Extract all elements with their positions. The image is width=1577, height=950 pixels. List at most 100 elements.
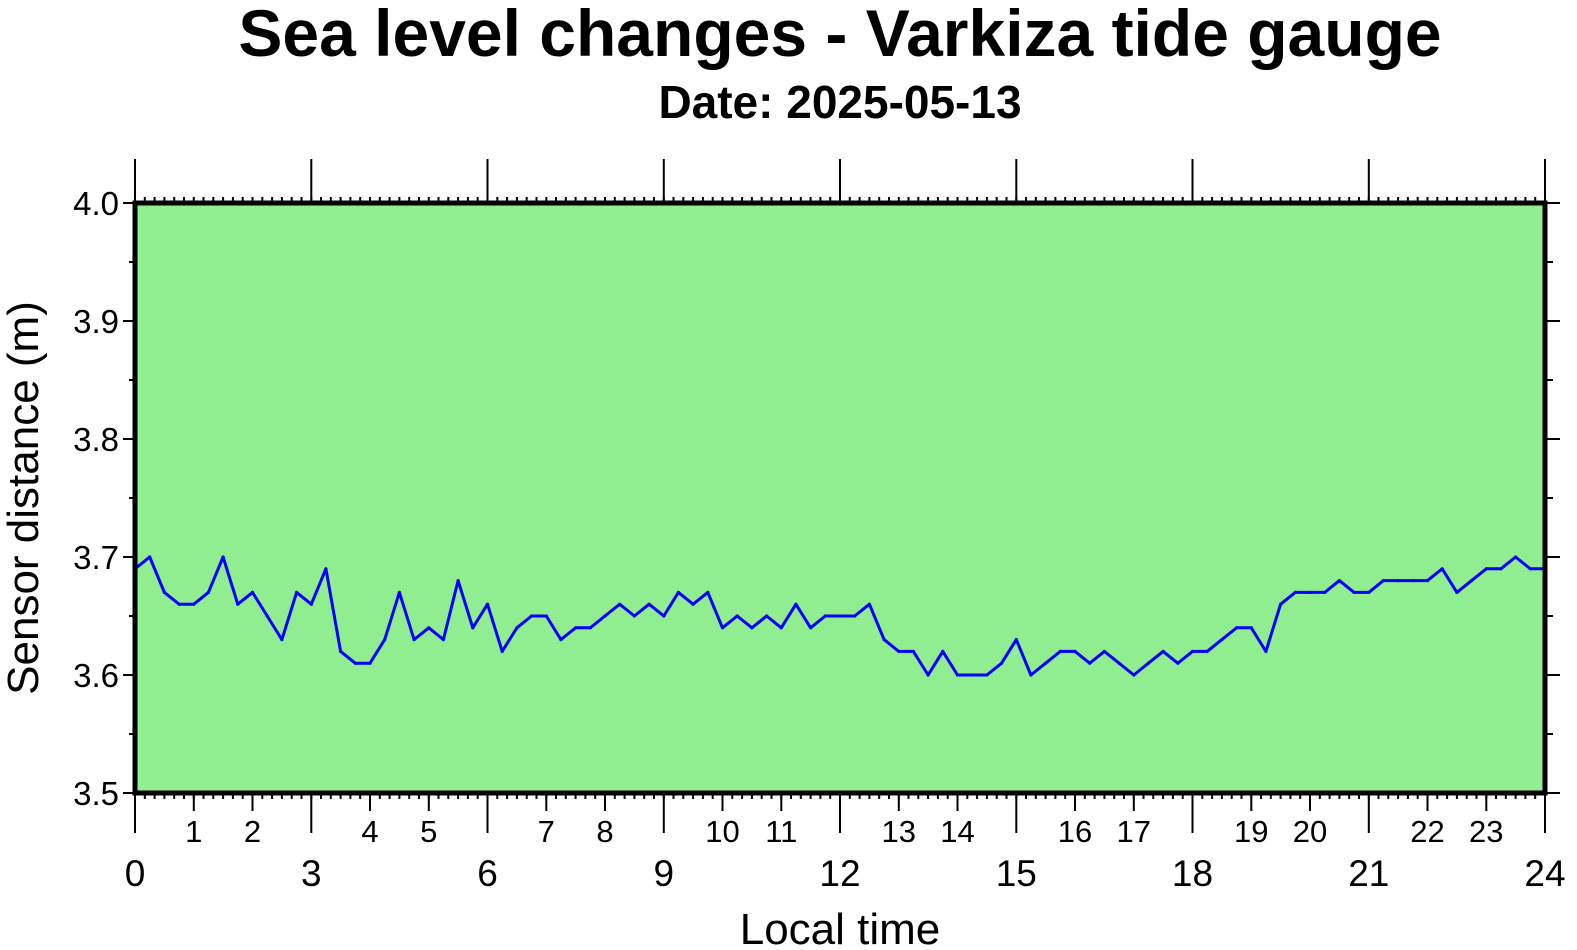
data-point: [206, 590, 210, 595]
data-point: [1352, 590, 1356, 595]
data-point: [1117, 661, 1121, 665]
data-point: [1146, 661, 1150, 665]
data-point: [309, 602, 313, 606]
data-point: [750, 626, 754, 630]
data-point: [647, 602, 651, 606]
x-hour-label: 19: [1234, 814, 1268, 849]
data-point: [221, 555, 225, 559]
x-major-label: 24: [1524, 853, 1565, 894]
y-axis-label: Sensor distance (m): [0, 301, 48, 695]
data-point: [250, 590, 255, 595]
data-point: [1528, 567, 1532, 571]
data-point: [1499, 567, 1503, 571]
data-point: [368, 661, 372, 665]
data-point: [897, 649, 901, 654]
data-point: [867, 602, 872, 606]
data-point: [192, 602, 196, 606]
data-point: [1396, 579, 1400, 583]
data-point: [353, 661, 357, 665]
x-major-label: 12: [819, 853, 860, 894]
data-point: [177, 602, 181, 606]
x-major-label: 21: [1348, 853, 1389, 894]
x-major-label: 18: [1172, 853, 1213, 894]
data-point: [1411, 579, 1415, 583]
x-hour-label: 8: [596, 814, 613, 849]
x-axis-label: Local time: [740, 905, 941, 950]
data-point: [1440, 567, 1444, 571]
data-point: [1014, 638, 1018, 642]
data-point: [500, 649, 504, 654]
x-hour-label: 7: [538, 814, 555, 849]
data-point: [941, 649, 945, 654]
data-point: [853, 614, 857, 618]
data-point: [1367, 590, 1371, 595]
data-point: [1161, 649, 1165, 654]
data-point: [970, 673, 974, 677]
data-point: [441, 638, 445, 642]
data-point: [691, 602, 695, 606]
data-point: [1044, 661, 1048, 665]
y-tick-label: 3.6: [73, 657, 119, 694]
data-point: [706, 590, 710, 595]
data-point: [1425, 579, 1430, 583]
x-major-label: 6: [477, 853, 498, 894]
data-point: [911, 649, 916, 654]
data-point: [1058, 649, 1062, 654]
data-point: [236, 602, 240, 606]
data-point: [1000, 661, 1004, 665]
data-point: [926, 673, 930, 677]
x-major-label: 0: [125, 853, 146, 894]
data-point: [1073, 649, 1077, 654]
data-point: [809, 626, 813, 630]
data-point: [823, 614, 827, 618]
data-point: [632, 614, 637, 618]
chart-title: Sea level changes - Varkiza tide gauge: [238, 0, 1441, 70]
data-point: [1264, 649, 1268, 654]
x-major-label: 9: [654, 853, 675, 894]
data-point: [324, 567, 328, 571]
data-point: [412, 638, 416, 642]
data-point: [148, 555, 152, 559]
data-point: [397, 590, 401, 595]
data-point: [1293, 590, 1297, 595]
data-point: [1176, 661, 1180, 665]
x-hour-label: 13: [882, 814, 916, 849]
data-point: [1337, 579, 1341, 583]
data-point: [1279, 602, 1283, 606]
data-point: [955, 673, 960, 677]
x-hour-label: 14: [940, 814, 974, 849]
x-hour-label: 10: [705, 814, 739, 849]
x-major-label: 15: [996, 853, 1037, 894]
data-point: [882, 638, 886, 642]
x-hour-label: 4: [361, 814, 378, 849]
data-point: [735, 614, 739, 618]
data-point: [530, 614, 534, 618]
data-point: [265, 614, 269, 618]
data-point: [1323, 590, 1327, 595]
plot-area: [133, 555, 1547, 677]
data-point: [794, 602, 798, 606]
data-point: [471, 626, 475, 630]
data-point: [588, 626, 592, 630]
data-point: [603, 614, 607, 618]
data-point: [1455, 590, 1459, 595]
data-point: [574, 626, 578, 630]
chart-subtitle: Date: 2025-05-13: [658, 76, 1021, 128]
data-point: [1470, 579, 1474, 583]
x-hour-label: 16: [1058, 814, 1092, 849]
data-point: [485, 602, 490, 606]
data-point: [280, 638, 284, 642]
data-point: [720, 626, 725, 630]
data-point: [1220, 638, 1224, 642]
y-tick-label: 3.8: [73, 421, 119, 458]
plot-background: [135, 203, 1545, 793]
x-hour-label: 17: [1117, 814, 1151, 849]
data-point: [1029, 673, 1033, 677]
data-point: [515, 626, 519, 630]
data-point: [1235, 626, 1239, 630]
data-point: [985, 673, 989, 677]
data-point: [1484, 567, 1488, 571]
data-point: [838, 614, 842, 618]
data-point: [1205, 649, 1209, 654]
data-point: [765, 614, 769, 618]
